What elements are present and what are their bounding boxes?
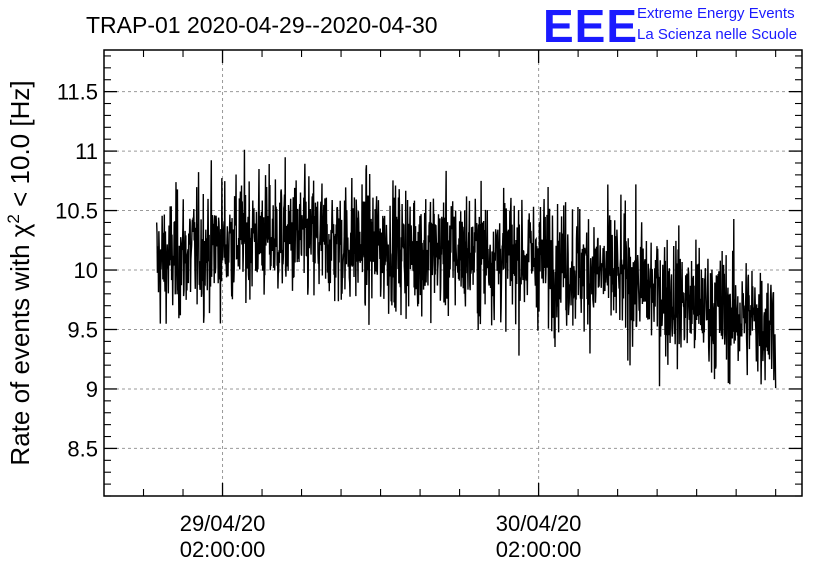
y-tick-label: 10.5: [55, 199, 98, 224]
chart-title: TRAP-01 2020-04-29--2020-04-30: [86, 12, 438, 38]
x-tick-label-date: 29/04/20: [180, 511, 266, 536]
plot-frame: [103, 49, 803, 497]
y-tick-label: 8.5: [67, 436, 98, 461]
y-tick-label: 10: [74, 258, 98, 283]
y-tick-label: 9.5: [67, 317, 98, 342]
y-axis-label: Rate of events with χ2 < 10.0 [Hz]: [4, 80, 35, 465]
axis-ticks: [104, 50, 802, 497]
series-layer: [155, 149, 777, 389]
y-tick-label: 11: [75, 139, 98, 164]
eee-logo: EEE Extreme Energy Events La Scienza nel…: [543, 0, 797, 52]
plot-area: 8.599.51010.51111.529/04/2002:00:0030/04…: [55, 49, 803, 562]
x-tick-label-time: 02:00:00: [180, 537, 266, 562]
tick-labels: 8.599.51010.51111.529/04/2002:00:0030/04…: [55, 80, 581, 562]
x-tick-label-time: 02:00:00: [496, 537, 582, 562]
y-tick-label: 11.5: [57, 80, 98, 105]
logo-mark: EEE: [543, 0, 638, 52]
y-tick-label: 9: [86, 377, 98, 402]
series-rate-line: [155, 149, 777, 389]
x-tick-label-date: 30/04/20: [496, 511, 582, 536]
logo-line-2: La Scienza nelle Scuole: [637, 26, 797, 43]
logo-line-1: Extreme Energy Events: [637, 5, 795, 22]
